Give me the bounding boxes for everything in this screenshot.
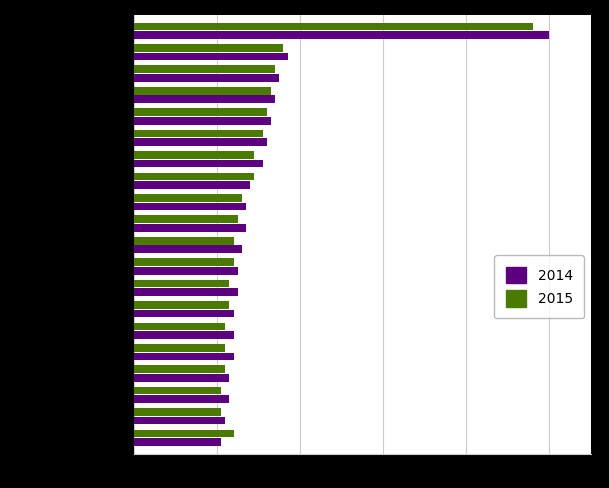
Bar: [134, 395, 230, 403]
Bar: [134, 417, 225, 425]
Bar: [134, 331, 234, 339]
Bar: [134, 194, 242, 202]
Bar: [134, 108, 267, 116]
Bar: [134, 181, 250, 189]
Bar: [134, 280, 230, 287]
Bar: [134, 224, 246, 232]
Bar: [134, 87, 271, 95]
Bar: [134, 301, 230, 309]
Bar: [134, 160, 262, 167]
Bar: [134, 374, 230, 382]
Bar: [134, 438, 221, 446]
Bar: [134, 237, 234, 244]
Bar: [134, 96, 275, 103]
Bar: [134, 44, 283, 52]
Bar: [134, 429, 234, 437]
Bar: [134, 130, 262, 138]
Bar: [134, 288, 238, 296]
Bar: [134, 53, 287, 61]
Bar: [134, 408, 221, 416]
Bar: [134, 173, 255, 180]
Bar: [134, 117, 271, 124]
Bar: [134, 203, 246, 210]
Bar: [134, 31, 549, 39]
Bar: [134, 258, 234, 266]
Bar: [134, 138, 267, 146]
Bar: [134, 151, 255, 159]
Bar: [134, 22, 533, 30]
Bar: [134, 65, 275, 73]
Bar: [134, 366, 225, 373]
Bar: [134, 387, 221, 394]
Bar: [134, 267, 238, 275]
Bar: [134, 323, 225, 330]
Bar: [134, 344, 225, 352]
Legend: 2014, 2015: 2014, 2015: [495, 255, 584, 319]
Bar: [134, 215, 238, 223]
Bar: [134, 245, 242, 253]
Bar: [134, 74, 280, 81]
Bar: [134, 352, 234, 360]
Bar: [134, 310, 234, 317]
